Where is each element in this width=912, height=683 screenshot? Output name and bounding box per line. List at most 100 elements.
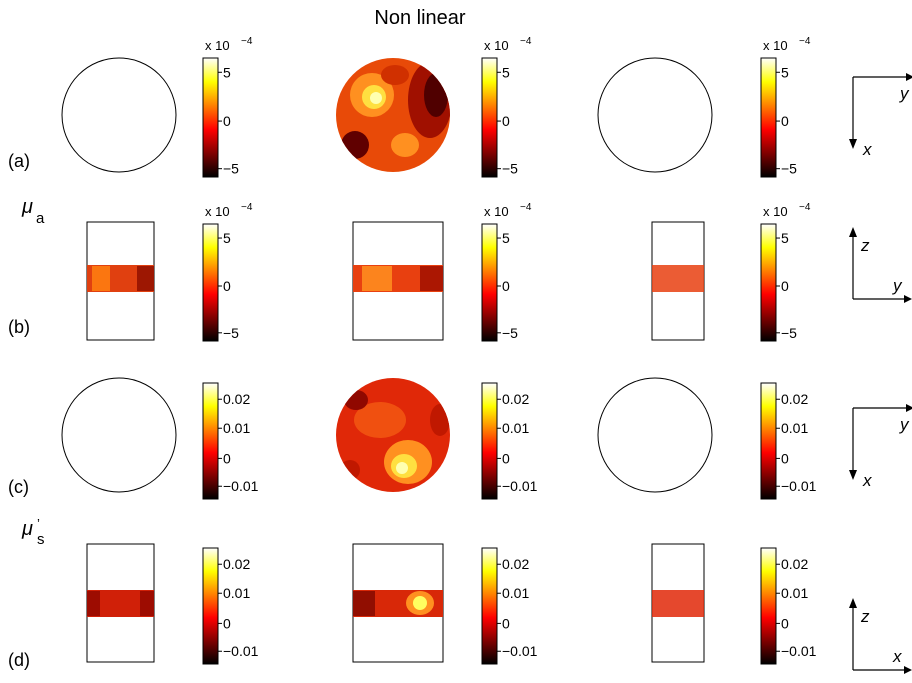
- colorbar-exponent: x 10: [763, 204, 788, 219]
- colorbar-tick-label: 0.01: [223, 420, 250, 436]
- colorbar-r3-c3: 0.02 0.01 0 −0.01: [760, 382, 817, 500]
- colorbar-tick-label: 0: [781, 113, 789, 129]
- mu-symbol-s: μ: [21, 518, 33, 540]
- colorbar-tick-label: 0.02: [781, 391, 808, 407]
- colorbar-r4-c2: 0.02 0.01 0 −0.01: [481, 547, 538, 665]
- colorbar-tick-label: −0.01: [502, 478, 538, 494]
- colorbar-exponent-power: −4: [241, 202, 253, 213]
- colorbar-tick-label: 5: [223, 64, 231, 80]
- colorbar-tick-label: 0: [781, 615, 789, 631]
- circle-outline-c1: [61, 377, 177, 493]
- colorbar-tick-label: −5: [781, 325, 797, 341]
- colorbar-tick-label: 0: [781, 450, 789, 466]
- axis-v-arrow: [849, 470, 857, 480]
- colorbar-tick-label: 0.02: [781, 556, 808, 572]
- colorbar-tick-label: 0.01: [781, 420, 808, 436]
- colorbar-tick-label: 0.01: [223, 585, 250, 601]
- colorbar-tick-label: 0.02: [502, 556, 529, 572]
- mu-s-subscript: s: [37, 531, 45, 548]
- circle-outline-c3: [597, 377, 713, 493]
- colorbar-tick-label: −0.01: [781, 643, 817, 659]
- colorbar-r3-c1: 0.02 0.01 0 −0.01: [202, 382, 259, 500]
- colorbar-gradient: [760, 547, 777, 665]
- colorbar-exponent: x 10: [484, 204, 509, 219]
- colorbar-tick-label: −5: [781, 161, 797, 177]
- colorbar-r4-c1: 0.02 0.01 0 −0.01: [202, 547, 259, 665]
- colorbar-tick-label: 5: [502, 230, 510, 246]
- heatmap-band-b3: [652, 265, 704, 292]
- colorbar-tick-label: −5: [502, 161, 518, 177]
- colorbar-tick-label: 0: [223, 113, 231, 129]
- colorbar-gradient: [760, 223, 777, 342]
- colorbars: 5 0 −5 x 10 −4 5 0 −5 x 10 −4 5 0 −5 x 10 −4 5 0 −5 x 10 −4…: [202, 36, 817, 665]
- axis-v-arrow: [849, 139, 857, 149]
- colorbar-exponent: x 10: [484, 38, 509, 53]
- axis-h-arrow: [904, 666, 912, 674]
- colorbar-gradient: [202, 57, 219, 178]
- colorbar-gradient: [202, 382, 219, 500]
- panel-label-a: (a): [8, 151, 30, 171]
- colorbar-tick-label: 0: [223, 450, 231, 466]
- colorbar-tick-label: −5: [502, 325, 518, 341]
- colorbar-tick-label: 5: [781, 64, 789, 80]
- colorbar-tick-label: 5: [781, 230, 789, 246]
- heatmap-band-b1: [87, 265, 154, 292]
- colorbar-tick-label: 0.01: [502, 420, 529, 436]
- mu-s-prime-label: μ ’ s: [21, 516, 45, 548]
- colorbar-r2-c2: 5 0 −5 x 10 −4: [481, 202, 532, 342]
- colorbar-gradient: [760, 382, 777, 500]
- colorbar-exponent-power: −4: [799, 202, 811, 213]
- heatmap-band-d1: [87, 590, 154, 617]
- colorbar-exponent-power: −4: [520, 36, 532, 47]
- colorbar-tick-label: −0.01: [502, 643, 538, 659]
- colorbar-tick-label: 5: [223, 230, 231, 246]
- mu-a-subscript: a: [36, 210, 45, 227]
- axis-v-label: z: [860, 607, 870, 626]
- colorbar-exponent: x 10: [205, 38, 230, 53]
- axis-h-label: y: [892, 276, 903, 295]
- colorbar-exponent: x 10: [763, 38, 788, 53]
- colorbar-tick-label: 0: [502, 615, 510, 631]
- colorbar-tick-label: −0.01: [223, 478, 259, 494]
- colorbar-r1-c3: 5 0 −5 x 10 −4: [760, 36, 811, 178]
- panel-label-d: (d): [8, 650, 30, 670]
- colorbar-tick-label: 0: [781, 278, 789, 294]
- colorbar-gradient: [481, 547, 498, 665]
- axis-v-label: x: [862, 140, 872, 159]
- colorbar-tick-label: 0.02: [223, 556, 250, 572]
- colorbar-tick-label: −0.01: [223, 643, 259, 659]
- colorbar-tick-label: −5: [223, 161, 239, 177]
- axis-h-label: x: [892, 647, 902, 666]
- mu-s-prime-mark: ’: [37, 516, 40, 531]
- axis-h-label: y: [899, 415, 910, 434]
- colorbar-tick-label: 0.01: [502, 585, 529, 601]
- colorbar-tick-label: −5: [223, 325, 239, 341]
- colorbar-tick-label: 0.02: [502, 391, 529, 407]
- axis-v-label: x: [862, 471, 872, 490]
- axis-indicator-3: yx: [849, 404, 912, 490]
- colorbar-tick-label: 0: [502, 278, 510, 294]
- colorbar-exponent: x 10: [205, 204, 230, 219]
- axis-h-arrow: [906, 404, 912, 412]
- panel-label-c: (c): [8, 477, 29, 497]
- heatmap-circle-c2: [336, 378, 450, 492]
- axis-indicator-2: yz: [849, 227, 912, 303]
- axis-h-label: y: [899, 84, 910, 103]
- colorbar-tick-label: 0.01: [781, 585, 808, 601]
- heatmap-circle-a2: [336, 58, 450, 172]
- axis-h-arrow: [906, 73, 912, 81]
- axis-indicator-1: yx: [849, 73, 912, 159]
- axis-h-arrow: [904, 295, 912, 303]
- axis-v-label: z: [860, 236, 870, 255]
- colorbar-exponent-power: −4: [520, 202, 532, 213]
- colorbar-tick-label: 0: [223, 278, 231, 294]
- axis-v-arrow: [849, 227, 857, 237]
- colorbar-tick-label: −0.01: [781, 478, 817, 494]
- colorbar-r1-c1: 5 0 −5 x 10 −4: [202, 36, 253, 178]
- colorbar-gradient: [202, 223, 219, 342]
- colorbar-tick-label: 0.02: [223, 391, 250, 407]
- colorbar-tick-label: 0: [502, 450, 510, 466]
